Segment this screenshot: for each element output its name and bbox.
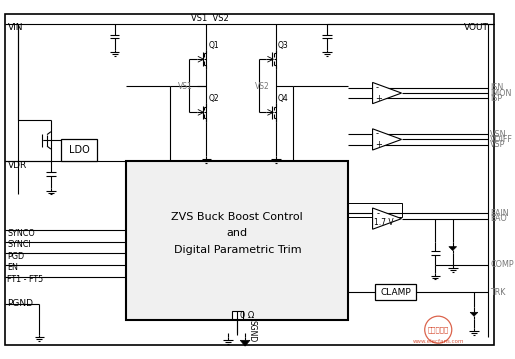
Text: Q3: Q3 (278, 41, 288, 50)
Text: VIN: VIN (7, 23, 23, 32)
Text: 1.7 V: 1.7 V (374, 218, 394, 227)
Polygon shape (372, 208, 402, 229)
Text: -: - (375, 130, 379, 139)
Bar (126, 161, 349, 320)
Text: ZVS Buck Boost Control: ZVS Buck Boost Control (171, 212, 303, 222)
Polygon shape (449, 247, 457, 251)
Text: TRK: TRK (490, 288, 506, 297)
Text: EAO: EAO (490, 214, 507, 223)
Text: ISP: ISP (490, 94, 503, 103)
Text: VDR: VDR (7, 161, 27, 170)
Text: LDO: LDO (68, 145, 89, 155)
Polygon shape (240, 340, 250, 346)
Text: SYNCI: SYNCI (7, 240, 31, 249)
Polygon shape (470, 312, 478, 316)
Text: EN: EN (7, 264, 19, 272)
Text: FT1 - FT5: FT1 - FT5 (7, 275, 44, 284)
Text: VS1: VS1 (178, 82, 192, 91)
Text: PGD: PGD (7, 252, 25, 261)
Polygon shape (372, 129, 402, 150)
Bar (232, 311, 243, 319)
Text: SYNCO: SYNCO (7, 229, 35, 238)
Bar (375, 284, 416, 300)
Text: Digital Parametric Trim: Digital Parametric Trim (174, 244, 301, 255)
Text: 0 Ω: 0 Ω (240, 311, 254, 320)
Bar (61, 139, 97, 161)
Text: VDIFF: VDIFF (490, 135, 513, 144)
Text: VS1  VS2: VS1 VS2 (191, 14, 229, 23)
Text: VSP: VSP (490, 140, 506, 149)
Text: Q4: Q4 (278, 94, 288, 103)
Text: 电子发烧网: 电子发烧网 (427, 326, 449, 333)
Text: Q1: Q1 (209, 41, 219, 50)
Text: IMON: IMON (490, 89, 512, 98)
Text: CLAMP: CLAMP (381, 288, 411, 297)
Text: SGND: SGND (248, 320, 257, 342)
Text: VSN: VSN (490, 130, 507, 139)
Text: ISN: ISN (490, 83, 504, 92)
Text: COMP: COMP (490, 261, 514, 270)
Text: PGND: PGND (7, 299, 33, 308)
Polygon shape (372, 83, 402, 104)
Text: +: + (375, 94, 382, 103)
Text: +: + (375, 140, 382, 149)
Text: and: and (227, 228, 248, 238)
Text: -: - (375, 83, 379, 92)
Text: VOUT: VOUT (464, 23, 488, 32)
Text: VS2: VS2 (255, 82, 269, 91)
Text: www.elecfans.com: www.elecfans.com (413, 339, 464, 344)
Text: EAIN: EAIN (490, 209, 509, 218)
Text: Q2: Q2 (209, 94, 219, 103)
Text: -: - (376, 209, 380, 218)
Bar (349, 203, 402, 217)
